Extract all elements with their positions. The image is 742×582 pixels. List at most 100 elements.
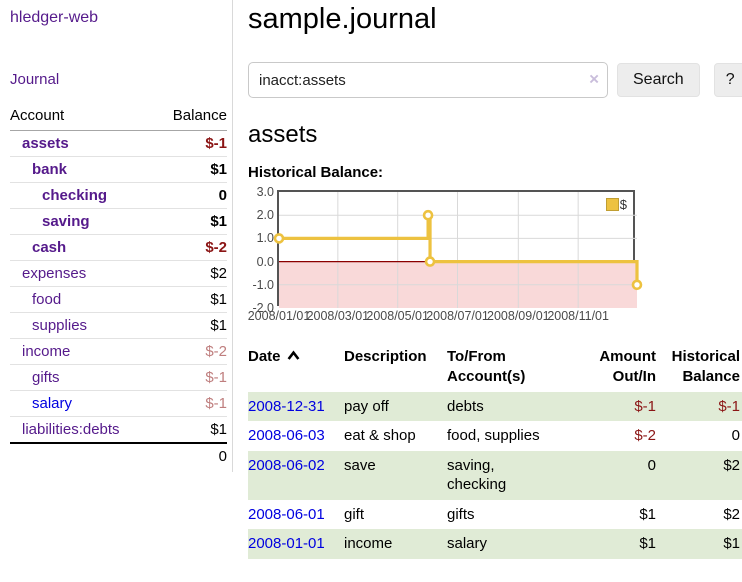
- legend-swatch-icon: [605, 198, 619, 211]
- x-tick-label: 2008/11/01: [547, 309, 609, 323]
- page-title: sample.journal: [248, 3, 437, 35]
- account-link-bank[interactable]: bank: [32, 161, 68, 178]
- app-window: hledger-web Journal Account Balance asse…: [0, 0, 742, 559]
- column-header-description: Description: [344, 348, 427, 365]
- column-header-balance: Historical Balance: [671, 348, 740, 385]
- transaction-amount: $-1: [578, 391, 658, 422]
- account-link-cash[interactable]: cash: [32, 239, 67, 256]
- y-tick-label: 3.0: [256, 185, 274, 199]
- transaction-accounts: saving, checking: [447, 450, 578, 500]
- transaction-accounts: salary: [447, 529, 578, 559]
- account-balance: $-2: [155, 338, 227, 365]
- account-balance: $1: [155, 208, 227, 235]
- brand-link[interactable]: hledger-web: [10, 9, 99, 26]
- account-balance: $1: [155, 286, 227, 313]
- clear-search-icon[interactable]: ×: [589, 69, 599, 89]
- account-row: supplies $1: [10, 312, 227, 339]
- y-tick-label: 1.0: [256, 231, 274, 246]
- account-link-salary[interactable]: salary: [32, 395, 73, 412]
- transaction-description: save: [344, 450, 447, 500]
- transaction-row: 2008-06-02 save saving, checking 0 $2: [248, 450, 742, 500]
- transaction-description: eat & shop: [344, 427, 416, 445]
- x-tick-label: 2008/07/01: [426, 309, 489, 323]
- account-link-expenses[interactable]: expenses: [22, 265, 87, 282]
- accounts-header-account: Account: [10, 104, 156, 131]
- legend-label: $: [619, 197, 627, 212]
- account-link-saving[interactable]: saving: [42, 213, 90, 230]
- transaction-amount: $-2: [634, 427, 656, 445]
- transaction-amount: 0: [578, 450, 658, 500]
- account-row: food $1: [10, 286, 227, 313]
- y-tick-label: -1.0: [252, 277, 274, 292]
- chart-x-axis-labels: 2008/01/01 2008/03/01 2008/05/01 2008/07/01…: [248, 309, 635, 325]
- transaction-row: 2008-06-01 gift gifts $1 $2: [248, 500, 742, 530]
- search-button[interactable]: Search: [617, 63, 700, 97]
- account-link-supplies[interactable]: supplies: [32, 317, 88, 334]
- accounts-total-row: 0: [10, 442, 227, 471]
- accounts-header-row: Account Balance: [10, 104, 227, 131]
- transaction-amount: $1: [639, 505, 656, 523]
- transaction-date-link[interactable]: 2008-06-03: [248, 427, 325, 445]
- transaction-amount: $1: [578, 529, 658, 559]
- sort-ascending-icon: [287, 347, 300, 367]
- transaction-accounts: gifts: [447, 505, 475, 523]
- chart-title: Historical Balance:: [248, 164, 384, 181]
- transaction-balance: $1: [658, 529, 742, 559]
- column-header-date[interactable]: Date: [248, 345, 344, 392]
- search-input[interactable]: [248, 62, 608, 98]
- transaction-description: pay off: [344, 391, 447, 422]
- account-row: assets $-1: [10, 130, 227, 157]
- x-tick-label: 2008/03/01: [306, 309, 370, 323]
- chart-canvas: [273, 192, 643, 308]
- account-balance: $1: [155, 312, 227, 339]
- transaction-accounts: debts: [447, 391, 578, 422]
- transaction-description: gift: [344, 505, 365, 523]
- transaction-balance: $2: [658, 450, 742, 500]
- search-bar: × Search ?: [248, 62, 742, 98]
- account-row: checking 0: [10, 182, 227, 209]
- account-row: bank $1: [10, 156, 227, 183]
- account-link-liabilities-debts[interactable]: liabilities:debts: [22, 421, 120, 438]
- account-link-checking[interactable]: checking: [42, 187, 108, 204]
- account-row: income $-2: [10, 338, 227, 365]
- register-header-row: Date Description To/From Account(s) Amou…: [248, 345, 742, 392]
- account-balance: $1: [155, 416, 227, 444]
- y-tick-label: -2.0: [252, 301, 274, 315]
- account-balance: 0: [155, 182, 227, 209]
- transaction-description: income: [344, 529, 447, 559]
- account-link-assets[interactable]: assets: [22, 135, 69, 152]
- transaction-balance: $2: [723, 505, 740, 523]
- y-tick-label: 2.0: [256, 208, 274, 223]
- sidebar: hledger-web Journal Account Balance asse…: [0, 0, 233, 472]
- transaction-date-link[interactable]: 2008-01-01: [248, 535, 325, 553]
- account-link-food[interactable]: food: [32, 291, 62, 308]
- account-row: cash $-2: [10, 234, 227, 261]
- transaction-row: 2008-06-03 eat & shop food, supplies $-2…: [248, 421, 742, 451]
- account-balance: $-1: [155, 364, 227, 391]
- account-link-income[interactable]: income: [22, 343, 71, 360]
- x-tick-label: 2008/01/01: [247, 309, 311, 323]
- transaction-date-link[interactable]: 2008-06-01: [248, 505, 325, 523]
- account-link-gifts[interactable]: gifts: [32, 369, 60, 386]
- transaction-balance: $-1: [658, 391, 742, 422]
- column-header-amount: Amount Out/In: [599, 348, 656, 385]
- x-tick-label: 2008/09/01: [487, 309, 550, 323]
- account-balance: $-2: [155, 234, 227, 261]
- accounts-header-balance: Balance: [155, 104, 227, 131]
- historical-balance-chart: 3.0 2.0 1.0 0.0 -1.0 -2.0 $ 2008/01/01 2008/03…: [248, 185, 643, 325]
- transaction-row: 2008-01-01 income salary $1 $1: [248, 529, 742, 559]
- sidebar-item-journal[interactable]: Journal: [10, 71, 60, 88]
- account-row: liabilities:debts $1: [10, 416, 227, 444]
- transaction-date-link[interactable]: 2008-06-02: [248, 456, 325, 474]
- y-tick-label: 0.0: [256, 254, 274, 269]
- account-row: expenses $2: [10, 260, 227, 287]
- transaction-date-link[interactable]: 2008-12-31: [248, 397, 325, 415]
- accounts-table: Account Balance assets $-1 bank $1 check…: [10, 104, 227, 471]
- account-balance: $2: [155, 260, 227, 287]
- register-table: Date Description To/From Account(s) Amou…: [248, 345, 742, 559]
- main-content: sample.journal × Search ? assets Histori…: [233, 0, 742, 559]
- accounts-total-balance: 0: [155, 442, 227, 471]
- transaction-balance: 0: [731, 427, 740, 445]
- account-row: gifts $-1: [10, 364, 227, 391]
- help-button[interactable]: ?: [713, 63, 742, 97]
